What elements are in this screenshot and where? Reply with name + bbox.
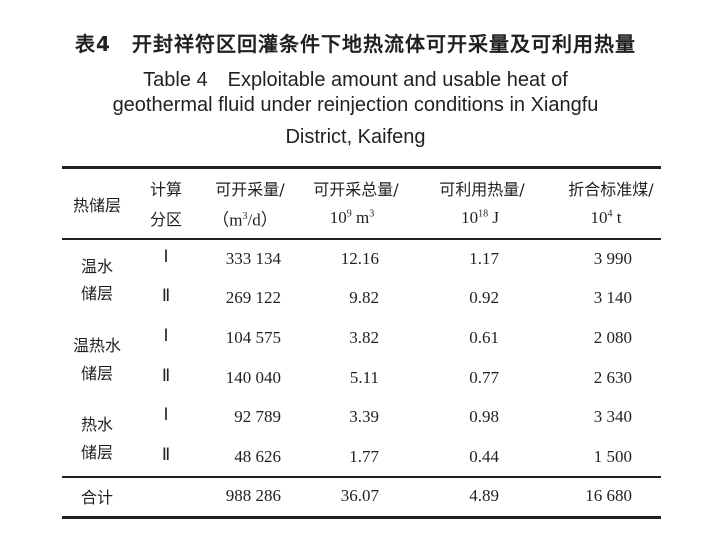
cell-total: 3.82 [349, 328, 379, 347]
cell-exploitable: 269 122 [225, 288, 281, 307]
header-heat: 可利用热量/ [439, 180, 525, 199]
cell-exploitable: 48 626 [234, 447, 281, 466]
cell-coal: 3 340 [593, 407, 632, 426]
header-zone-1: 计算 [149, 180, 183, 199]
table-caption-en-1: Table 4 Exploitable amount and usable he… [143, 69, 568, 91]
cell-total: 5.11 [349, 368, 379, 387]
header-coal-unit: 104 t [590, 208, 622, 227]
header-zone-2: 分区 [149, 210, 183, 229]
total-total: 36.07 [340, 486, 379, 505]
header-heat-unit: 1018 J [461, 208, 499, 227]
group-label-line2: 储层 [80, 284, 114, 303]
top-rule [62, 166, 661, 169]
table-caption-en-3: District, Kaifeng [285, 126, 426, 148]
cell-heat: 0.92 [469, 288, 499, 307]
cell-zone: Ⅰ [163, 405, 169, 424]
cell-exploitable: 140 040 [225, 368, 281, 387]
cell-exploitable: 92 789 [234, 407, 281, 426]
group-label-line2: 储层 [80, 443, 114, 462]
cell-total: 3.39 [349, 407, 379, 426]
group-label-line1: 温热水 [72, 336, 122, 355]
total-coal: 16 680 [585, 486, 632, 505]
cell-heat: 0.98 [469, 407, 499, 426]
total-label: 合计 [80, 488, 114, 507]
header-rule [62, 238, 661, 240]
header-coal: 折合标准煤/ [568, 180, 654, 199]
cell-zone: Ⅰ [163, 326, 169, 345]
bottom-rule [62, 516, 661, 519]
total-exploitable: 988 286 [225, 486, 281, 505]
cell-zone: Ⅰ [163, 247, 169, 266]
table-caption-en-2: geothermal fluid under reinjection condi… [112, 94, 599, 116]
cell-coal: 1 500 [593, 447, 632, 466]
cell-heat: 0.44 [469, 447, 499, 466]
group-label-line1: 热水 [80, 415, 114, 434]
cell-coal: 2 080 [593, 328, 632, 347]
cell-zone: Ⅱ [161, 286, 171, 305]
cell-exploitable: 104 575 [225, 328, 281, 347]
cell-coal: 3 140 [593, 288, 632, 307]
total-heat: 4.89 [469, 486, 499, 505]
cell-heat: 1.17 [469, 249, 499, 268]
group-label-line1: 温水 [80, 257, 114, 276]
cell-total: 1.77 [349, 447, 379, 466]
cell-total: 12.16 [340, 249, 379, 268]
cell-heat: 0.61 [469, 328, 499, 347]
cell-total: 9.82 [349, 288, 379, 307]
header-total-unit: 109 m3 [329, 208, 375, 227]
total-rule [62, 476, 661, 478]
group-label-line2: 储层 [80, 364, 114, 383]
header-exploitable-unit: （m3/d） [212, 210, 278, 230]
header-exploitable: 可开采量/ [215, 180, 285, 199]
cell-heat: 0.77 [469, 368, 499, 387]
cell-exploitable: 333 134 [225, 249, 281, 268]
header-reservoir: 热储层 [72, 196, 122, 215]
cell-coal: 3 990 [593, 249, 632, 268]
cell-coal: 2 630 [593, 368, 632, 387]
table-caption-cn: 表4 开封祥符区回灌条件下地热流体可开采量及可利用热量 [75, 32, 636, 56]
cell-zone: Ⅱ [161, 366, 171, 385]
cell-zone: Ⅱ [161, 445, 171, 464]
header-total: 可开采总量/ [313, 180, 399, 199]
